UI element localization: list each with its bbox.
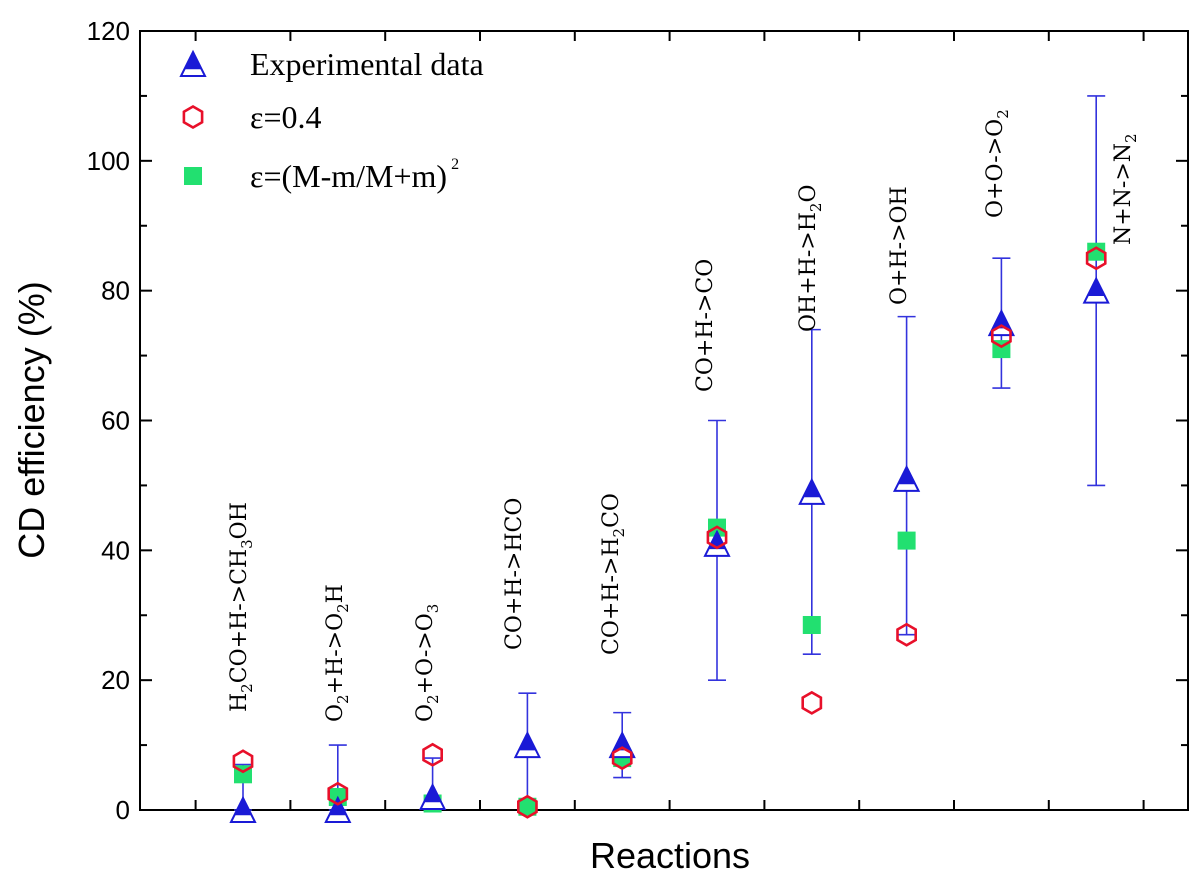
triangle-fill [234,798,252,816]
legend-label-text: Experimental data [250,46,484,82]
hexagon-point [516,794,538,819]
triangle-fill [803,479,821,498]
square-point [518,797,537,816]
triangle-fill [423,785,442,803]
y-tick-label: 80 [101,276,130,306]
triangle-fill [329,798,347,816]
hexagon-point [611,746,633,771]
legend-hexagon-icon [182,104,204,129]
reaction-label: H2CO+H->CH3OH [227,502,256,712]
triangle-point [798,477,826,505]
hexagon-point [327,781,349,806]
y-tick-label: 60 [101,406,130,436]
triangle-point [418,782,447,811]
triangle-fill [518,733,537,751]
reaction-label: O+O->O2 [983,109,1012,218]
square-point [1087,242,1106,261]
plot-frame [139,30,1189,811]
label-part: +O->O [413,613,438,694]
legend-label-text: ε=0.4 [250,99,321,135]
label-subscript: 2 [1122,133,1140,143]
error-bars [234,95,1106,811]
label-subscript: 2 [994,109,1012,119]
triangle-fill [1087,278,1105,296]
hexagon-point [706,525,728,550]
square-point [802,615,821,634]
label-subscript: 2 [424,694,442,704]
x-axis-title: Reactions [590,835,750,876]
reaction-label: N+N->N2 [1111,133,1140,245]
label-part: O [796,185,821,203]
reaction-label: O2+O->O3 [413,604,442,722]
hexagon-point [801,690,823,715]
triangle-point [892,464,921,492]
reaction-label: CO+H->CO [693,259,718,392]
legend-label-superscript: 2 [451,156,459,173]
label-part: CO+H->CH [227,549,252,683]
triangle-point [1082,276,1110,304]
label-part: CO+H->HCO [502,498,527,650]
reaction-label: O+H->OH [887,186,912,305]
label-part: CO+H->H [599,537,624,655]
label-part: +H->O [323,613,348,695]
triangle-point [229,795,257,823]
reaction-label: CO+H->H2CO [599,493,628,655]
hexagon-point [422,742,444,767]
triangle-fill [184,52,202,70]
hexagon-point [990,324,1012,349]
hexagon-point [896,622,918,647]
label-subscript: 2 [610,528,628,538]
y-tick-label: 20 [101,665,130,695]
label-part: H [227,693,252,712]
triangle-point [324,795,352,823]
data-markers [229,242,1110,823]
hexagon-point [232,749,254,774]
label-subscript: 2 [334,694,352,704]
reaction-label: CO+H->HCO [502,498,527,650]
y-axis-title: CD efficiency (%) [11,281,52,558]
y-tick-label: 40 [101,535,130,565]
label-subscript: 3 [238,539,256,549]
label-part: OH [227,502,252,539]
reaction-label: OH+H->H2O [796,185,825,333]
legend-label-text: ε=(M-m/M+m) [250,158,447,194]
label-part: N+N->N [1111,143,1136,245]
y-tick-label: 100 [87,146,130,176]
square-point [897,531,916,550]
triangle-point [513,730,542,759]
legend-square-icon [184,167,202,185]
legend-label: ε=(M-m/M+m) 2 [250,156,459,194]
reaction-label: O2+H->O2H [323,584,352,722]
triangle-fill [897,466,916,485]
label-part: O+H->OH [887,186,912,305]
label-part: CO+H->CO [693,259,718,392]
label-part: CO [599,493,624,528]
y-tick-label: 120 [87,16,130,46]
label-subscript: 2 [238,683,256,693]
legend-label: ε=0.4 [250,99,321,135]
triangle-fill [613,733,631,751]
y-tick-label: 0 [116,795,130,825]
triangle-fill [992,311,1011,329]
label-part: O [323,704,348,722]
label-part: O+O->O [983,119,1008,218]
legend-label: Experimental data [250,46,484,82]
label-part: H [323,584,348,603]
label-part: OH+H->H [796,212,821,332]
label-subscript: 2 [807,203,825,213]
legend-triangle-icon [179,49,207,77]
hexagon-point [1085,246,1107,271]
label-subscript: 2 [334,603,352,613]
label-part: O [413,704,438,722]
y-axis-ticks: 0 20 40 60 80 100 120 [87,16,1188,825]
legend: Experimental data ε=0.4 ε=(M-m/M+m) 2 [179,46,484,194]
axes [139,30,1189,811]
label-subscript: 3 [424,604,442,614]
